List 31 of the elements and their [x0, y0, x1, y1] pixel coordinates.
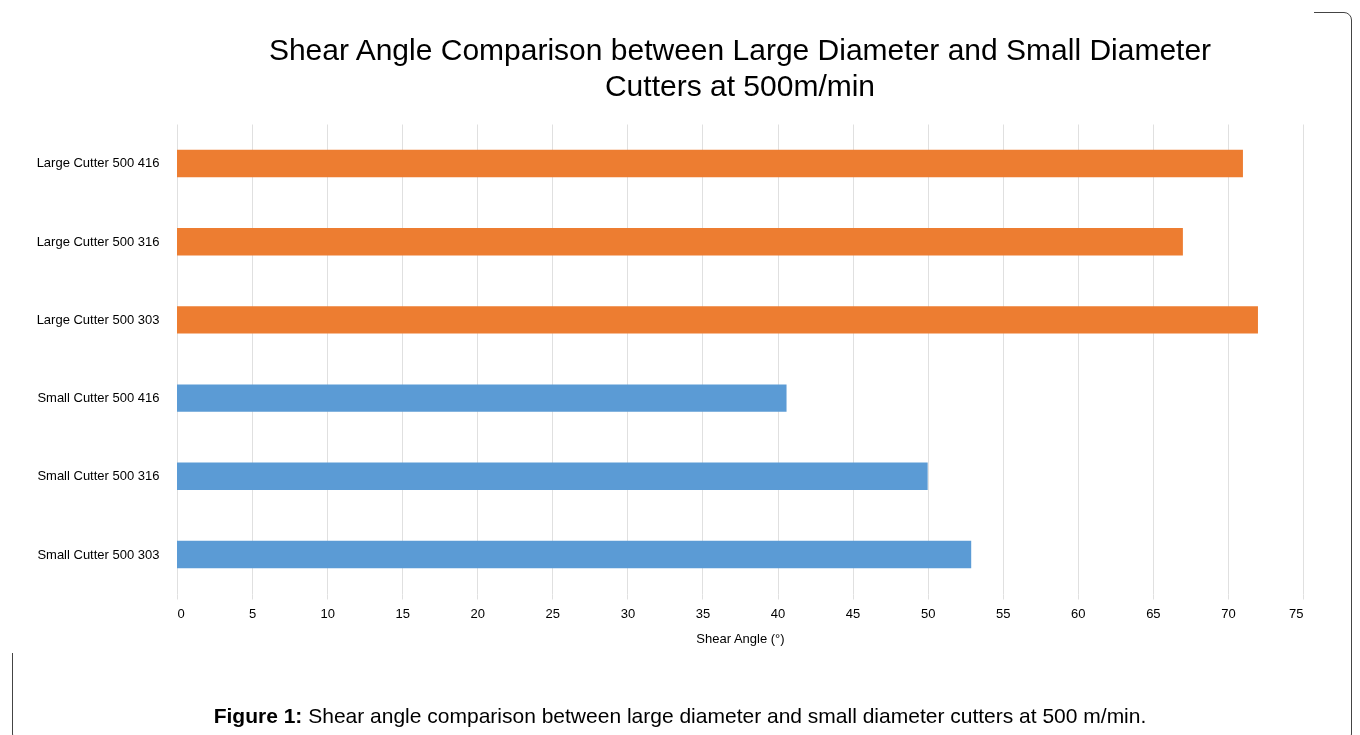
chart-title: Shear Angle Comparison between Large Diameter and Small Diameter Cutters at 500m/min [268, 33, 1212, 102]
caption: Figure 1: Shear angle comparison between large diameter and small diameter cutters at 500 m/min. [212, 704, 1148, 728]
bar [177, 384, 787, 412]
y-tick-label: Small Cutter 500 303 [37, 546, 160, 562]
x-tick-label: 55 [996, 605, 1011, 621]
bar [177, 149, 1243, 178]
x-tick-label: 40 [770, 605, 786, 621]
x-tick-label: 10 [320, 605, 335, 621]
x-tick-label: 20 [470, 605, 485, 621]
bar [177, 462, 928, 490]
x-tick-label: 60 [1071, 605, 1086, 621]
bar [177, 228, 1183, 256]
bar [177, 540, 972, 569]
x-tick-label: 45 [845, 605, 861, 621]
y-tick-label: Small Cutter 500 316 [37, 468, 160, 484]
y-tick-label: Large Cutter 500 316 [36, 233, 160, 249]
x-tick-label: 35 [695, 605, 711, 621]
y-tick-label: Large Cutter 500 416 [36, 155, 160, 171]
x-tick-label: 65 [1146, 605, 1161, 621]
x-tick-label: 50 [920, 605, 936, 621]
x-axis-title: Shear Angle (°) [696, 630, 785, 646]
y-tick-label: Large Cutter 500 303 [36, 311, 160, 327]
y-tick-label: Small Cutter 500 416 [37, 390, 160, 406]
x-tick-label: 15 [395, 605, 410, 621]
x-tick-label: 70 [1221, 605, 1236, 621]
x-tick-label: 75 [1289, 605, 1304, 621]
bar [177, 306, 1258, 334]
x-tick-label: 0 [177, 605, 185, 621]
x-tick-label: 5 [248, 605, 257, 621]
x-tick-label: 25 [545, 605, 561, 621]
x-tick-label: 30 [620, 605, 636, 621]
